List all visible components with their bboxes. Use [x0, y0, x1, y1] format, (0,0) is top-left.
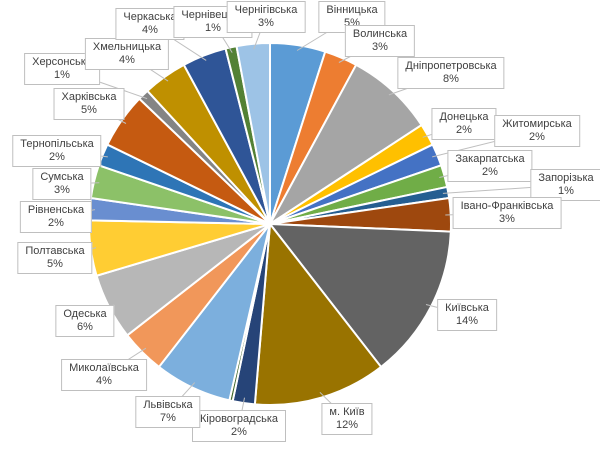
- label-leader-line-8: [425, 304, 468, 316]
- pie-slice-24: [235, 41, 271, 225]
- label-leader-line-2: [388, 72, 452, 96]
- label-leader-line-12: [167, 382, 196, 413]
- label-leader-line-0: [296, 16, 353, 51]
- label-leader-line-9: [319, 391, 348, 420]
- label-leader-line-5: [439, 165, 491, 178]
- label-leader-line-14: [84, 304, 115, 322]
- pie-slice-2: [269, 63, 423, 225]
- label-leader-line-6: [442, 184, 567, 194]
- label-leader-line-1: [338, 40, 381, 63]
- label-leader-line-15: [54, 247, 97, 259]
- label-leader-line-20: [61, 68, 148, 100]
- pie-slice-9: [253, 223, 383, 406]
- label-leader-line-18: [56, 150, 108, 158]
- label-leader-line-23: [212, 21, 233, 53]
- pie-slice-8: [269, 223, 452, 368]
- label-leader-line-22: [149, 23, 207, 61]
- label-leader-line-7: [445, 212, 508, 216]
- label-leader-line-4: [432, 130, 538, 158]
- label-leader-line-13: [103, 347, 147, 376]
- label-leader-line-21: [126, 53, 169, 82]
- label-leader-line-19: [88, 103, 127, 124]
- label-leader-line-3: [422, 123, 465, 138]
